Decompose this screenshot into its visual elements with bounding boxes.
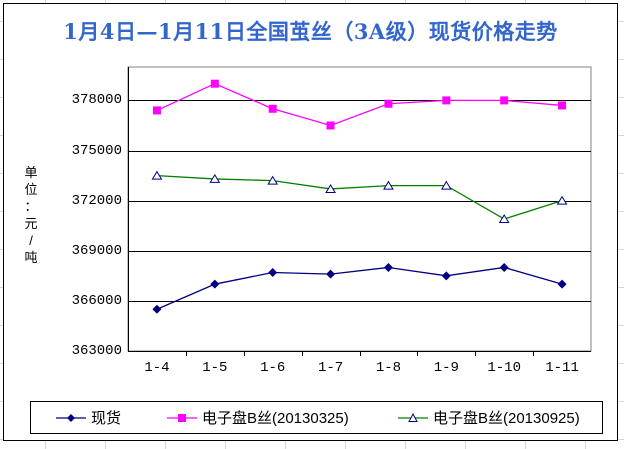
x-tick-label: 1-7 — [317, 360, 344, 376]
y-tick-label: 372000 — [71, 192, 122, 209]
legend-marker-diamond-icon — [56, 413, 86, 422]
series-marker — [383, 180, 394, 190]
y-tick-label: 366000 — [71, 292, 122, 309]
y-unit-char: 单 — [24, 165, 38, 180]
legend-label: 电子盘B丝(20130325) — [202, 410, 349, 427]
x-tick-label: 1-10 — [487, 360, 521, 376]
series-marker — [209, 173, 221, 183]
legend-item-b925[interactable]: 电子盘B丝(20130925) — [398, 402, 580, 433]
x-tick-label: 1-5 — [202, 360, 228, 376]
chart-title: 1月4日—1月11日全国茧丝（3A级）现货价格走势 — [63, 19, 558, 44]
series-marker — [499, 262, 509, 272]
series-marker — [441, 271, 451, 281]
series-marker — [440, 180, 452, 190]
series-marker — [556, 195, 568, 205]
series-line-1 — [156, 82, 563, 127]
series-marker — [442, 96, 451, 105]
series-marker — [558, 101, 567, 110]
series-line-0 — [156, 266, 563, 310]
series-marker — [498, 214, 510, 224]
y-unit-char: 元 — [24, 216, 38, 231]
y-tick-label: 363000 — [71, 343, 122, 359]
y-tick-label: 375000 — [71, 142, 122, 159]
legend-item-spot[interactable]: 现货 — [56, 402, 121, 433]
x-tick-label: 1-4 — [144, 360, 170, 376]
y-unit-char: 位 — [24, 182, 38, 197]
y-tick-label: 369000 — [71, 242, 122, 259]
legend-marker-square-icon — [167, 413, 197, 422]
series-marker — [384, 99, 393, 108]
legend-marker-triangle-icon — [398, 412, 428, 422]
series-line-2 — [156, 174, 563, 220]
series-marker — [268, 104, 277, 113]
legend-label: 现货 — [91, 410, 122, 427]
x-tick-label: 1-11 — [545, 360, 579, 376]
y-axis-unit-label: 单位 ： 元 / 吨 — [20, 164, 42, 266]
x-tick-label: 1-9 — [433, 360, 459, 376]
legend-label: 电子盘B丝(20130925) — [433, 410, 580, 427]
series-marker — [557, 279, 567, 289]
legend-item-b325[interactable]: 电子盘B丝(20130325) — [167, 402, 349, 433]
plot-canvas — [127, 66, 592, 356]
x-tick-label: 1-8 — [375, 360, 402, 376]
y-tick-label: 378000 — [71, 92, 122, 109]
series-marker — [152, 304, 162, 314]
series-marker — [325, 183, 336, 193]
series-marker — [500, 96, 509, 105]
y-unit-char: ： — [24, 199, 38, 214]
y-unit-char: 吨 — [24, 250, 38, 265]
series-marker — [383, 262, 393, 272]
chart-area[interactable]: 1月4日—1月11日全国茧丝（3A级）现货价格走势 单位 ： 元 / 吨 363000 3… — [3, 3, 618, 441]
series-marker — [152, 106, 161, 115]
series-marker — [151, 170, 163, 180]
legend: 现货 电子盘B丝(20130325) 电子盘B丝(20130925) — [30, 401, 603, 434]
series-marker — [267, 175, 279, 185]
series-marker — [210, 279, 220, 289]
plot-area-border — [127, 66, 592, 352]
series-marker — [326, 121, 335, 130]
series-marker — [326, 269, 336, 279]
series-marker — [268, 267, 278, 277]
x-tick-label: 1-6 — [260, 360, 286, 376]
series-marker — [210, 79, 219, 88]
y-unit-char: / — [29, 233, 33, 248]
